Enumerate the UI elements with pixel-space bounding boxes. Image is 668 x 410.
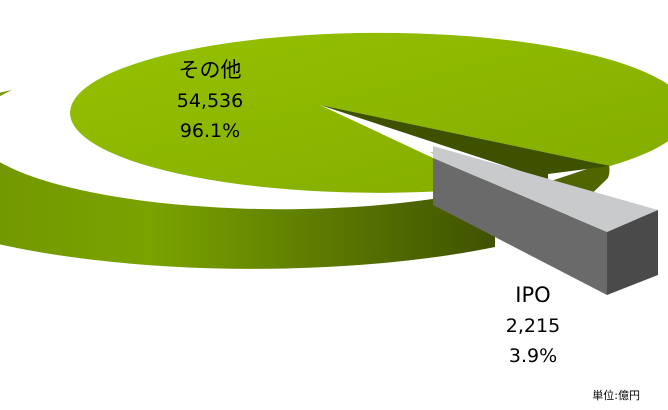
unit-note: 単位:億円 (592, 389, 640, 402)
slice-name-other: その他 (178, 58, 242, 82)
slice-percent-ipo: 3.9% (508, 345, 558, 367)
slice-side-ipo-end (607, 210, 658, 295)
slice-percent-other: 96.1% (179, 120, 241, 142)
slice-label-other: その他 54,536 96.1% (150, 60, 270, 141)
slice-top-ipo (433, 146, 658, 232)
slice-inner-face-other (320, 105, 610, 180)
slice-label-ipo: IPO 2,215 3.9% (488, 285, 578, 366)
slice-value-ipo: 2,215 (505, 315, 561, 337)
slice-top-other (70, 32, 668, 193)
slice-value-other: 54,536 (176, 90, 244, 112)
slice-side-ipo-front (433, 158, 607, 295)
slice-name-ipo: IPO (515, 283, 551, 307)
slice-side-other (0, 90, 495, 269)
